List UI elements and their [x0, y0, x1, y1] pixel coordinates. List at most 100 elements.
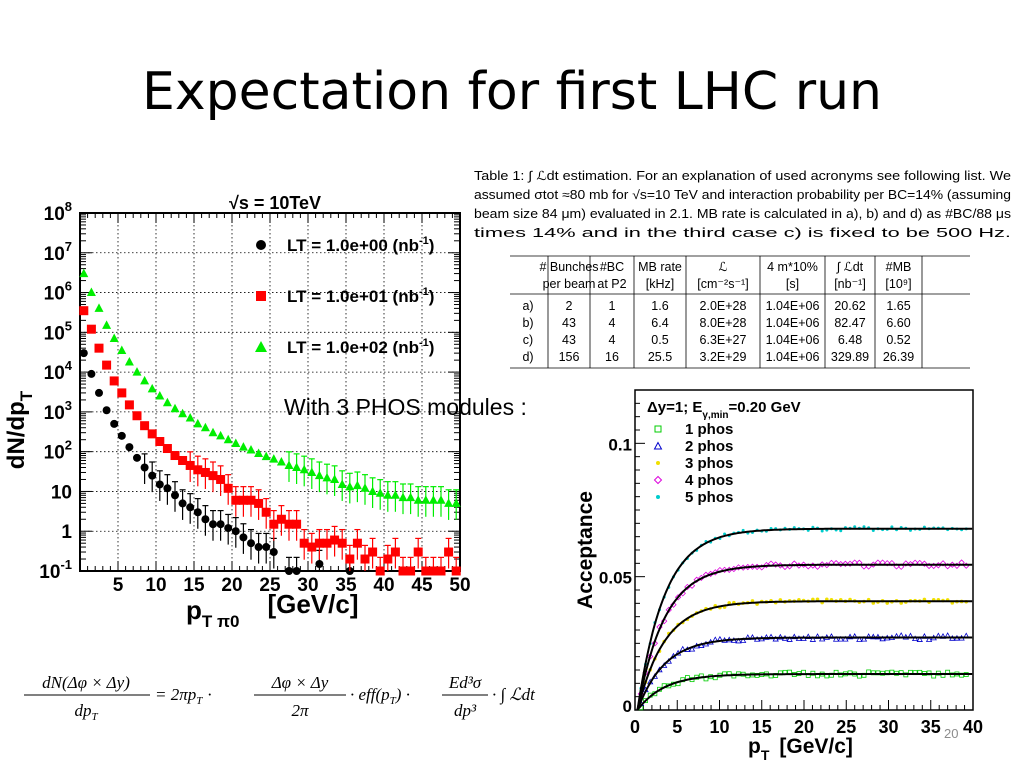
lhs-numerator: dN(Δφ × Δy)	[42, 673, 130, 692]
x-axis-label-sub: T π0	[202, 612, 240, 631]
data-point-lt100	[330, 474, 340, 483]
data-point-lt1	[178, 499, 187, 508]
data-point-lt100	[231, 438, 241, 448]
data-point-lt10	[246, 495, 256, 505]
point-2-phos	[791, 633, 798, 640]
legend-marker-triangle	[255, 341, 267, 352]
data-points	[79, 268, 461, 576]
table-cell: 2.0E+28	[700, 299, 747, 313]
point-2-phos	[879, 635, 886, 642]
data-point-lt10	[284, 519, 294, 529]
y-tick-exponent: 2	[65, 438, 72, 453]
point-2-phos	[860, 635, 868, 642]
y-tick-exponent: 4	[65, 358, 73, 373]
table-cell: 43	[562, 316, 576, 330]
point-2-phos	[777, 633, 784, 640]
data-point-lt10	[360, 554, 370, 564]
legend-marker-circle	[256, 240, 266, 250]
fit-curves	[636, 527, 973, 711]
table-cell: 26.39	[883, 350, 914, 364]
table-cell: 2	[566, 299, 573, 313]
data-point-lt100	[307, 467, 317, 476]
table-cell: 8.0E+28	[700, 316, 747, 330]
data-point-lt10	[132, 411, 142, 421]
data-point-lt10	[261, 507, 271, 517]
table-header-cell: # Bunches	[539, 260, 598, 274]
point-4-phos	[651, 640, 659, 647]
x-tick-label: 10	[709, 717, 729, 737]
legend-label: 4 phos	[685, 472, 733, 489]
data-point-lt10	[330, 535, 340, 545]
table-cell: 82.47	[834, 316, 865, 330]
data-point-lt100	[208, 427, 218, 437]
y-tick-base: 10	[44, 244, 65, 265]
point-4-phos	[837, 560, 844, 568]
data-point-lt10	[124, 400, 134, 410]
data-point-lt10	[86, 324, 96, 334]
table-header-cell: 4 m*10%	[767, 260, 818, 274]
lhs-den-sub: T	[91, 711, 98, 723]
legend-label-end: )	[429, 236, 435, 255]
y-axis-label-main: dN/dp	[3, 401, 30, 469]
y-tick-label: 104	[44, 358, 73, 384]
data-point-lt100	[238, 442, 248, 451]
data-point-lt10	[231, 495, 241, 505]
data-point-lt10	[352, 538, 362, 548]
point-4-phos	[902, 560, 909, 567]
data-point-lt10	[276, 514, 286, 524]
y-tick-label: 1	[61, 522, 72, 543]
data-point-lt100	[79, 268, 89, 278]
y-tick-exponent: 3	[65, 398, 72, 413]
table-row-label: b)	[522, 316, 533, 330]
table-row-label: a)	[522, 299, 533, 313]
frac2-denominator: 2π	[291, 701, 309, 720]
legend-label-sup: -1	[419, 337, 429, 349]
data-point-lt1	[163, 484, 172, 493]
luminosity-table: Table 1: ∫ ℒdt estimation. For an explan…	[474, 169, 1011, 369]
table-header-cell: [nb⁻¹]	[834, 277, 866, 291]
data-point-lt1	[209, 520, 217, 529]
data-point-lt1	[216, 520, 225, 529]
table-header-cell: at P2	[597, 277, 626, 291]
point-2-phos	[832, 635, 840, 642]
data-point-lt10	[375, 566, 385, 576]
legend-label-end: )	[429, 338, 435, 357]
chart-title-main: Δy=1; E	[647, 399, 702, 416]
table-cell: 156	[559, 350, 580, 364]
data-point-lt10	[140, 421, 150, 431]
data-point-lt10	[383, 554, 393, 564]
data-point-lt100	[140, 375, 150, 385]
point-2-phos	[786, 636, 793, 642]
legend: LT = 1.0e+00 (nb-1)LT = 1.0e+01 (nb-1)LT…	[255, 235, 434, 357]
frac4-numerator: Ed³σ	[448, 673, 482, 692]
x-axis-label-sub: T	[761, 747, 770, 763]
data-point-lt100	[109, 333, 119, 342]
data-point-lt100	[170, 403, 180, 413]
y-tick-base: 10	[44, 443, 65, 464]
data-point-lt100	[94, 303, 104, 312]
x-tick-label: 15	[752, 717, 772, 737]
data-point-lt1	[254, 543, 263, 552]
x-axis-label-main: p	[748, 735, 761, 758]
data-point-lt1	[292, 567, 301, 575]
data-point-lt1	[140, 463, 149, 472]
data-point-lt10	[406, 566, 416, 576]
point-2-phos	[809, 636, 817, 642]
tick-marks	[635, 402, 966, 710]
data-point-lt1	[315, 559, 324, 568]
x-tick-label: 40	[373, 575, 394, 596]
data-point-lt1	[239, 533, 248, 542]
y-tick-label: 103	[44, 398, 72, 424]
integral-term: · ∫ ℒdt	[492, 685, 536, 705]
x-tick-label: 5	[672, 717, 682, 737]
x-axis-label: pT π0 [GeV/c]	[186, 589, 359, 631]
point-5-phos	[890, 525, 894, 529]
point-4-phos	[907, 560, 914, 568]
table-header-cell: #BC	[600, 260, 624, 274]
legend-marker-triangle	[653, 441, 663, 450]
point-4-phos	[884, 560, 891, 567]
x-tick-label: 35	[335, 575, 357, 596]
data-point-lt10	[314, 538, 324, 548]
y-tick-label: 108	[44, 199, 72, 225]
